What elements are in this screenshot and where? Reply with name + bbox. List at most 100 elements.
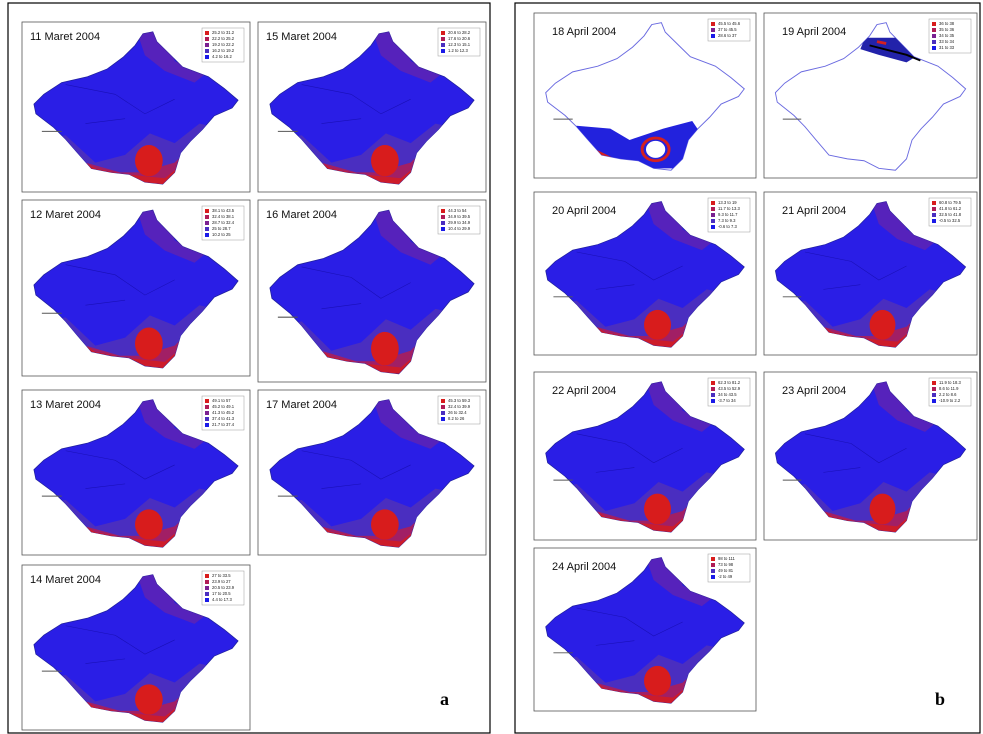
legend-label: 33 to 34 bbox=[939, 39, 955, 44]
map-title: 14 Maret 2004 bbox=[30, 574, 101, 586]
legend-swatch bbox=[711, 207, 715, 211]
region bbox=[135, 509, 163, 539]
legend-swatch bbox=[205, 399, 209, 403]
legend-label: 2.2 to 8.6 bbox=[939, 392, 957, 397]
legend-swatch bbox=[441, 49, 445, 53]
legend-label: 41.8 to 61.2 bbox=[939, 206, 962, 211]
legend-swatch bbox=[711, 22, 715, 26]
map-title: 17 Maret 2004 bbox=[266, 399, 337, 411]
map-title: 19 April 2004 bbox=[782, 26, 846, 38]
legend-label: 28.6 to 37 bbox=[718, 33, 737, 38]
legend-label: 62.3 to 81.2 bbox=[718, 380, 741, 385]
legend-label: 29.9 to 34.9 bbox=[448, 220, 471, 225]
map-card: 12 Maret 200438.1 to 43.532.4 to 38.128.… bbox=[22, 200, 250, 376]
legend-label: 20.5 to 23.9 bbox=[212, 585, 235, 590]
legend-label: 4.4 to 17.3 bbox=[212, 597, 232, 602]
legend-swatch bbox=[441, 221, 445, 225]
legend-label: 10.2 to 25 bbox=[212, 232, 231, 237]
legend-swatch bbox=[441, 43, 445, 47]
legend-label: 37.4 to 41.3 bbox=[212, 416, 235, 421]
legend-label: 8.6 to 11.9 bbox=[939, 386, 959, 391]
legend-swatch bbox=[932, 22, 936, 26]
legend-label: 34.9 to 39.5 bbox=[448, 214, 471, 219]
legend-label: 8.2 to 26 bbox=[448, 416, 465, 421]
panel-label: a bbox=[440, 689, 449, 709]
region bbox=[135, 145, 163, 176]
legend-label: 45.2 to 49.1 bbox=[212, 404, 235, 409]
legend-swatch bbox=[205, 221, 209, 225]
legend-swatch bbox=[205, 209, 209, 213]
legend-swatch bbox=[205, 233, 209, 237]
legend-label: 20.6 to 28.2 bbox=[448, 30, 471, 35]
legend-swatch bbox=[441, 411, 445, 415]
legend-label: -10.9 to 2.2 bbox=[939, 398, 961, 403]
legend-label: -3.7 to 34 bbox=[718, 398, 736, 403]
legend-swatch bbox=[441, 31, 445, 35]
legend-label: 19.2 to 22.2 bbox=[212, 42, 235, 47]
legend-label: 10.4 to 29.9 bbox=[448, 226, 471, 231]
legend-label: 13.3 to 19 bbox=[718, 200, 737, 205]
map-title: 13 Maret 2004 bbox=[30, 399, 101, 411]
legend-swatch bbox=[711, 213, 715, 217]
legend-label: 16.2 to 19.2 bbox=[212, 48, 235, 53]
region bbox=[644, 666, 671, 696]
legend-swatch bbox=[711, 393, 715, 397]
legend-swatch bbox=[205, 586, 209, 590]
region bbox=[371, 332, 399, 366]
map-title: 15 Maret 2004 bbox=[266, 31, 337, 43]
legend-swatch bbox=[441, 399, 445, 403]
legend-swatch bbox=[932, 387, 936, 391]
legend-label: 45.3 to 59.3 bbox=[448, 398, 471, 403]
legend-label: 26 to 32.4 bbox=[448, 410, 467, 415]
map-title: 24 April 2004 bbox=[552, 561, 616, 573]
map-title: 23 April 2004 bbox=[782, 385, 846, 397]
region bbox=[135, 684, 163, 714]
legend-label: -2 to 49 bbox=[718, 574, 733, 579]
figure: a11 Maret 200425.2 to 31.222.2 to 25.219… bbox=[0, 0, 983, 734]
legend-swatch bbox=[711, 563, 715, 567]
legend-swatch bbox=[932, 219, 936, 223]
legend-swatch bbox=[205, 598, 209, 602]
legend-label: 34 to 35 bbox=[939, 33, 955, 38]
legend-label: 49.1 to 57 bbox=[212, 398, 231, 403]
map-card: 14 Maret 200427 to 33.523.9 to 2720.5 to… bbox=[22, 565, 250, 730]
legend-swatch bbox=[205, 43, 209, 47]
region bbox=[870, 310, 896, 340]
legend-label: 31 to 33 bbox=[939, 45, 955, 50]
legend-swatch bbox=[711, 575, 715, 579]
legend-swatch bbox=[205, 55, 209, 59]
legend-label: 4.2 to 16.2 bbox=[212, 54, 232, 59]
legend-swatch bbox=[205, 580, 209, 584]
region bbox=[870, 494, 896, 525]
legend-swatch bbox=[205, 574, 209, 578]
map-title: 12 Maret 2004 bbox=[30, 209, 101, 221]
legend-swatch bbox=[441, 209, 445, 213]
map-title: 21 April 2004 bbox=[782, 205, 846, 217]
legend-swatch bbox=[205, 227, 209, 231]
region bbox=[644, 494, 671, 525]
legend-swatch bbox=[932, 40, 936, 44]
legend-label: 21.7 to 37.4 bbox=[212, 422, 235, 427]
legend-swatch bbox=[932, 381, 936, 385]
legend-label: 12.3 to 15.1 bbox=[448, 42, 471, 47]
map-title: 11 Maret 2004 bbox=[30, 31, 100, 43]
legend-swatch bbox=[441, 215, 445, 219]
legend-swatch bbox=[711, 381, 715, 385]
panel-label: b bbox=[935, 689, 945, 709]
legend-swatch bbox=[711, 201, 715, 205]
map-title: 22 April 2004 bbox=[552, 385, 616, 397]
legend-label: 98 to 111 bbox=[718, 556, 736, 561]
legend-swatch bbox=[932, 28, 936, 32]
legend-swatch bbox=[205, 31, 209, 35]
region bbox=[646, 141, 665, 158]
map-card: 24 April 200498 to 11173 to 9849 to 81-2… bbox=[534, 548, 756, 711]
legend-label: 23.9 to 27 bbox=[212, 579, 231, 584]
legend-swatch bbox=[205, 592, 209, 596]
legend-swatch bbox=[205, 411, 209, 415]
legend-swatch bbox=[932, 207, 936, 211]
legend-label: 45.5 to 45.6 bbox=[718, 21, 741, 26]
legend-swatch bbox=[711, 28, 715, 32]
